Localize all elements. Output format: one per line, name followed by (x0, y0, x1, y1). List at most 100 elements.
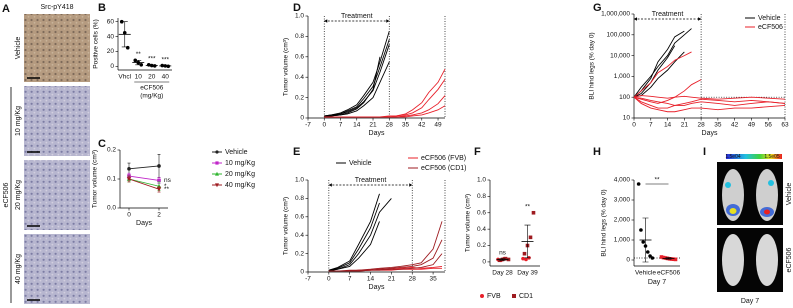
y-tick-label: 1.0 (295, 13, 304, 20)
y-tick-label: 0.2 (295, 250, 304, 257)
x-tick-label: 0 (322, 122, 326, 129)
panel-label: A (2, 3, 10, 15)
series-line (324, 61, 390, 118)
series-line (633, 28, 692, 98)
y-tick-label: 1,000 (614, 73, 631, 80)
x-tick-label: 42 (418, 122, 426, 129)
data-point (521, 256, 525, 261)
y-axis-title: BLI hind legs (% day 0) (601, 189, 608, 256)
y-axis-title: Tumor volume (cm³) (283, 197, 290, 255)
panel-label: E (293, 146, 300, 158)
data-point (636, 182, 641, 186)
y-tick-label: 0.4 (295, 74, 304, 81)
x-tick-label: 0 (327, 276, 331, 283)
series-line (324, 39, 390, 117)
significance-label: ** (164, 186, 170, 193)
significance-label: ns (499, 249, 507, 256)
series-line (328, 193, 380, 271)
legend-marker (215, 183, 219, 188)
series-line (324, 56, 381, 118)
x-axis-title: Days (369, 130, 385, 137)
data-point (639, 228, 643, 232)
series-line (324, 68, 446, 118)
color-bar-label: 1.5e05 (764, 154, 780, 160)
x-tick-label: 10 (135, 74, 143, 81)
x-tick-label: 14 (664, 122, 672, 129)
y-tick-label: 4,000 (614, 177, 631, 184)
legend-label: 10 mg/Kg (225, 160, 255, 167)
y-tick-label: 100 (619, 94, 630, 101)
legend-marker (215, 171, 219, 176)
series-line (128, 175, 160, 181)
y-tick-label: 2,000 (614, 217, 631, 224)
x-tick-label: Day 39 (517, 270, 538, 277)
y-tick-label: 0.2 (295, 94, 304, 101)
y-tick-label: 0.8 (295, 33, 304, 40)
x-tick-label: 7 (649, 122, 653, 129)
legend-label: eCF506 (CD1) (421, 165, 467, 172)
error-bar (642, 217, 649, 263)
bli-images (717, 162, 783, 292)
y-tick-label: 0 (110, 63, 114, 70)
legend-label: Vehicle (349, 160, 372, 167)
x-tick-label: 2 (157, 212, 161, 219)
row-label: 10 mg/Kg (15, 106, 22, 136)
y-axis-title: Tumor volume (cm³) (283, 38, 290, 96)
legend-label: eCF506 (FVB) (421, 155, 466, 162)
x-tick-label: 14 (367, 276, 375, 283)
x-tick-label: 14 (353, 122, 361, 129)
tissue-image (24, 160, 90, 230)
y-tick-label: 1.0 (295, 177, 304, 184)
significance-label: ** (525, 203, 531, 210)
series-line (633, 96, 786, 113)
x-tick-label: 0 (632, 122, 636, 129)
series-line (328, 202, 380, 271)
panel-label: H (593, 146, 601, 158)
series-line (633, 96, 786, 106)
error-bar (148, 64, 155, 67)
x-tick-label: 35 (402, 122, 410, 129)
data-point (522, 251, 527, 256)
series-line (633, 95, 786, 100)
tissue-image (24, 234, 90, 304)
x-tick-label: 63 (781, 122, 789, 129)
legend-marker (512, 294, 516, 298)
series-line (328, 253, 443, 272)
series-line (128, 165, 160, 170)
y-tick-label: 60 (107, 18, 115, 25)
legend-label: 20 mg/Kg (225, 171, 255, 178)
y-axis-title: BLI hind legs (% day 0) (589, 32, 596, 99)
data-point (157, 164, 161, 168)
legend-marker (480, 294, 484, 298)
x-tick-label: Vehicle (635, 270, 656, 277)
color-bar (726, 154, 782, 159)
y-tick-label: 40 (107, 33, 115, 40)
error-bar (135, 60, 142, 66)
y-axis-title: Tumor volume (cm³) (465, 194, 472, 252)
x-tick-label: 49 (748, 122, 756, 129)
panel-label: B (98, 2, 106, 14)
y-tick-label: 1.0 (477, 177, 486, 184)
x-axis-title: Days (702, 130, 718, 137)
error-bar (162, 65, 169, 67)
x-tick-label: -7 (305, 122, 311, 129)
row-label: 40 mg/Kg (15, 254, 22, 284)
legend-marker (215, 150, 219, 154)
data-point (528, 235, 533, 240)
y-tick-label: 3,000 (614, 197, 631, 204)
y-tick-label: 0 (300, 115, 304, 122)
x-axis-title: Day 7 (648, 279, 666, 286)
significance-label: ns (164, 177, 172, 184)
data-point (524, 257, 528, 262)
y-tick-label: 0.6 (477, 209, 486, 216)
y-tick-label: 100,000 (607, 32, 631, 39)
x-tick-label: 35 (429, 276, 437, 283)
y-tick-label: 0 (482, 259, 486, 266)
series-line (633, 45, 676, 98)
y-tick-label: 20 (107, 48, 115, 55)
series-line (324, 78, 446, 118)
y-tick-label: 0.0 (107, 205, 116, 212)
data-point (531, 210, 536, 215)
